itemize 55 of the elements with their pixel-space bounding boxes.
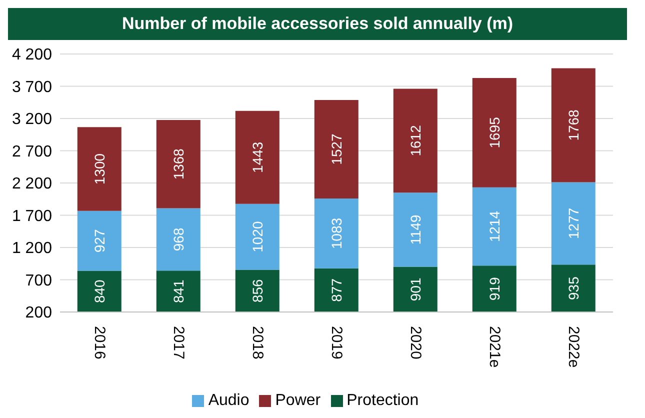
data-label: 1368 [170,148,186,180]
data-label: 935 [565,276,582,300]
legend-label: Power [275,392,321,409]
bar [77,127,122,211]
bar [156,120,200,208]
x-tick-label: 2022e [565,326,582,368]
data-label: 1612 [407,124,424,156]
data-label: 1768 [565,109,582,141]
data-label: 1300 [91,153,108,185]
data-label: 856 [249,278,266,303]
bar [235,204,280,270]
bar [77,210,122,271]
y-tick-label: 4 200 [12,46,52,64]
data-label: 1214 [486,210,502,242]
data-label: 968 [170,228,186,252]
data-label: 841 [170,279,186,304]
data-label: 1527 [328,133,344,165]
bar [314,198,358,268]
x-tick-label: 2017 [170,326,187,360]
y-tick-label: 700 [25,272,52,290]
legend-label: Protection [346,392,419,409]
data-label: 1443 [249,142,266,173]
x-tick-label: 2020 [407,326,424,360]
chart-title: Number of mobile accessories sold annually (m) [8,8,627,40]
y-tick-label: 200 [25,304,52,322]
data-label: 1695 [486,116,502,148]
bar [472,78,516,188]
bar [156,208,200,271]
x-tick-label: 2016 [91,326,108,360]
data-label: 901 [407,278,424,302]
y-tick-label: 3 200 [12,111,52,128]
bar [472,187,516,266]
y-tick-label: 2 200 [12,176,52,193]
x-tick-label: 2019 [328,326,345,360]
data-label: 877 [328,278,344,302]
y-tick-label: 1 200 [12,240,52,258]
data-label: 1083 [328,218,344,249]
bar [314,100,358,198]
y-tick-label: 3 700 [12,78,52,96]
y-tick-label: 2 700 [12,143,52,160]
bar [393,192,438,267]
data-label: 1149 [407,214,424,245]
y-tick-label: 1 700 [12,208,52,225]
x-tick-label: 2018 [249,326,266,360]
x-tick-label: 2021e [486,326,503,368]
data-label: 1020 [249,221,266,252]
legend-label: Audio [208,392,250,409]
bar [393,88,438,193]
data-label: 840 [91,279,108,304]
data-label: 919 [486,276,502,300]
bar [235,110,280,204]
bar [551,68,596,182]
bar [551,182,596,265]
data-label: 927 [91,228,108,253]
data-label: 1277 [565,208,582,239]
